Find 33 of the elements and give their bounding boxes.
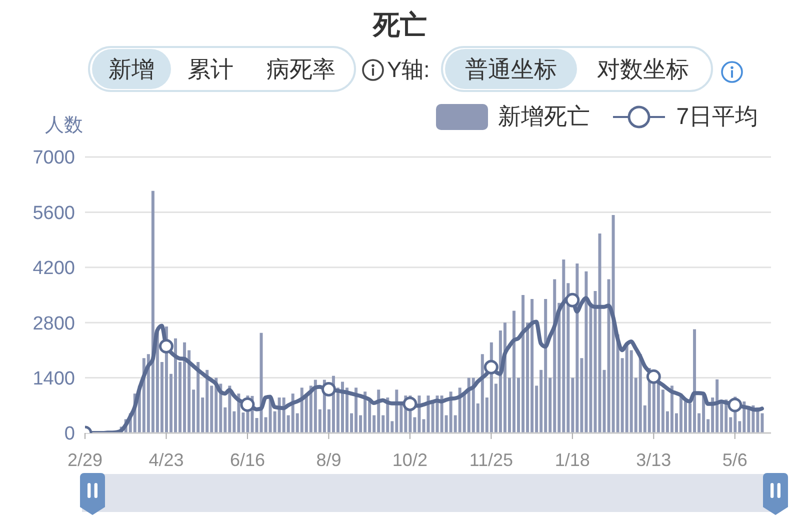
x-tick-label: 10/2 bbox=[392, 450, 428, 470]
x-tick-label: 4/23 bbox=[148, 450, 184, 470]
x-tick-label: 8/9 bbox=[316, 450, 342, 470]
legend-label: 新增死亡 bbox=[498, 102, 590, 131]
point bbox=[484, 360, 498, 374]
y-tick-label: 2800 bbox=[32, 313, 75, 334]
y-tick-label: 7000 bbox=[32, 148, 75, 169]
text: 普通坐标 bbox=[445, 49, 577, 89]
text: 对数坐标 bbox=[596, 55, 690, 84]
y-axis-title: 人数 bbox=[45, 114, 83, 138]
x-tick-label: 5/6 bbox=[722, 450, 748, 470]
point bbox=[728, 398, 742, 412]
text: 新增 bbox=[92, 49, 171, 89]
point bbox=[646, 369, 661, 384]
x-tick-label: 6/16 bbox=[230, 450, 265, 470]
y-tick-label: 5600 bbox=[32, 202, 75, 224]
point bbox=[240, 397, 255, 412]
y-tick-label: 4200 bbox=[32, 258, 75, 280]
legend-label: 7日平均 bbox=[676, 102, 758, 131]
y-tick-label: 0 bbox=[64, 424, 75, 445]
y-tick-label: 1400 bbox=[32, 368, 75, 390]
point bbox=[158, 339, 174, 354]
chart-title: 死亡 bbox=[372, 9, 428, 42]
point bbox=[321, 382, 336, 396]
x-tick-label: 11/25 bbox=[469, 450, 514, 470]
point bbox=[402, 396, 418, 412]
text: 累计 bbox=[186, 55, 234, 84]
point bbox=[565, 292, 580, 308]
x-tick-label: 1/18 bbox=[554, 450, 590, 470]
text: 病死率 bbox=[266, 55, 336, 84]
x-tick-label: 3/13 bbox=[636, 450, 672, 470]
text: Y轴: bbox=[387, 56, 430, 84]
x-tick-label: 2/29 bbox=[67, 450, 103, 470]
